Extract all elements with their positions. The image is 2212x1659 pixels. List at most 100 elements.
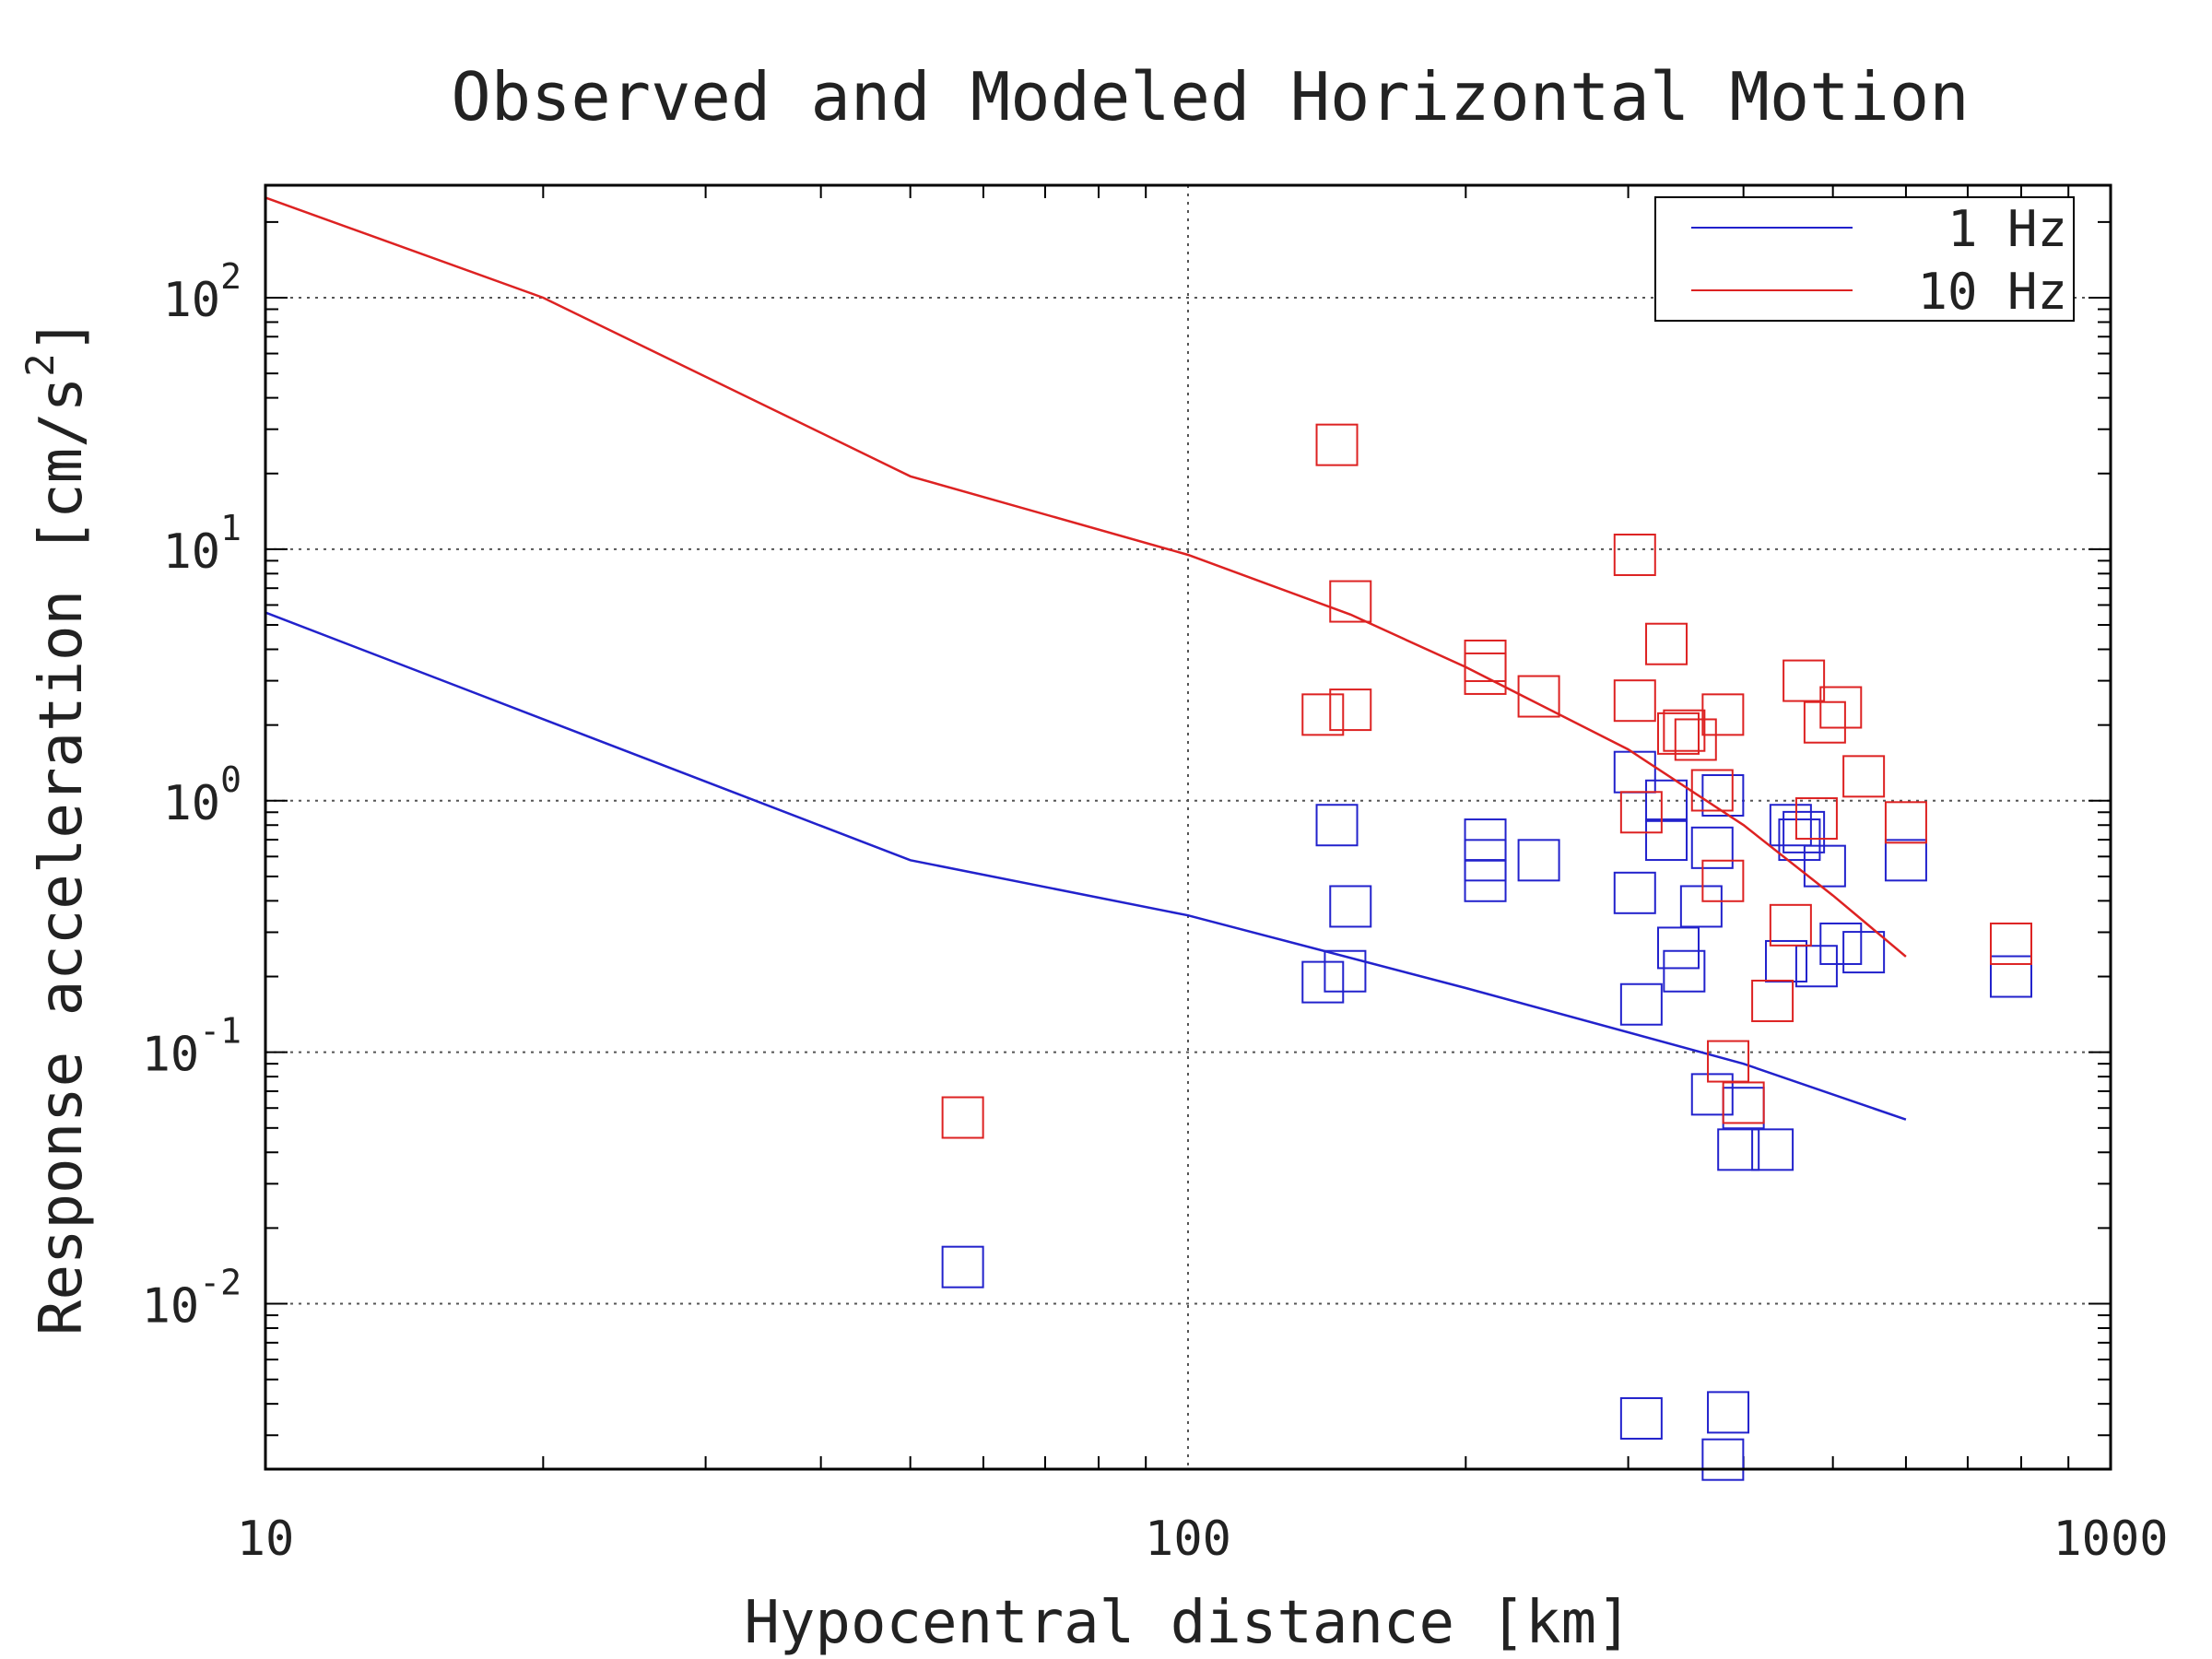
minor-ticks xyxy=(265,185,2111,1469)
y-tick-base: 10 xyxy=(162,273,220,328)
observed-point-1hz xyxy=(1717,1128,1760,1171)
observed-point-10hz xyxy=(1464,639,1507,682)
observed-point-1hz xyxy=(1464,818,1507,862)
observed-point-1hz xyxy=(1657,926,1700,970)
observed-point-1hz xyxy=(1701,774,1745,818)
observed-point-10hz xyxy=(1674,718,1717,761)
observed-point-1hz xyxy=(1707,1391,1750,1434)
observed-point-10hz xyxy=(1803,700,1846,744)
observed-point-10hz xyxy=(1722,1081,1765,1124)
observed-point-1hz xyxy=(1329,885,1372,928)
observed-point-10hz xyxy=(1794,797,1838,841)
y-axis-label: Response acceleration [cm/s2] xyxy=(18,318,96,1335)
y-tick-exponent: -1 xyxy=(199,1011,241,1052)
observed-point-1hz xyxy=(1794,945,1838,988)
y-tick-base: 10 xyxy=(142,1279,200,1335)
model-line-10hz xyxy=(265,196,1907,958)
observed-point-1hz xyxy=(1301,960,1345,1004)
observed-point-1hz xyxy=(1690,826,1734,869)
observed-point-1hz xyxy=(1517,839,1560,882)
y-tick-exponent: 1 xyxy=(220,508,241,548)
observed-point-10hz xyxy=(1707,1040,1750,1083)
observed-point-10hz xyxy=(1301,693,1345,736)
observed-point-1hz xyxy=(1803,844,1846,888)
observed-point-10hz xyxy=(1645,622,1688,665)
observed-point-10hz xyxy=(1819,686,1863,729)
legend: 1 Hz 10 Hz xyxy=(1654,196,2075,322)
x-tick-labels: 10 100 1000 xyxy=(237,1512,2169,1567)
observed-point-1hz xyxy=(1613,750,1656,794)
observed-point-10hz xyxy=(941,1096,984,1139)
model-line-1hz xyxy=(265,611,1907,1121)
observed-point-1hz xyxy=(1751,1128,1794,1171)
observed-point-1hz xyxy=(1701,1438,1745,1481)
observed-point-10hz xyxy=(1989,922,2032,965)
legend-box xyxy=(1654,196,2075,322)
y-tick-base: 10 xyxy=(162,524,220,580)
x-tick-label: 10 xyxy=(237,1512,295,1567)
observed-point-1hz xyxy=(1619,1396,1663,1440)
observed-point-1hz xyxy=(1778,818,1821,862)
chart-title: Observed and Modeled Horizontal Motion xyxy=(451,58,1969,135)
grid xyxy=(265,185,2112,1469)
observed-point-10hz xyxy=(1619,791,1663,834)
legend-label-1hz: 1 Hz xyxy=(1947,200,2067,258)
observed-point-1hz xyxy=(1619,982,1663,1026)
observed-point-1hz xyxy=(1989,955,2032,998)
y-tick-label: 10-2 xyxy=(142,1263,241,1335)
observed-point-1hz xyxy=(1679,885,1723,928)
y-tick-exponent: 0 xyxy=(220,759,241,800)
observed-point-10hz xyxy=(1613,533,1656,576)
observed-point-1hz xyxy=(1315,804,1359,847)
observed-point-10hz xyxy=(1884,801,1927,844)
y-tick-exponent: -2 xyxy=(199,1263,241,1303)
observed-point-1hz xyxy=(1324,949,1367,993)
plot-frame xyxy=(264,183,2112,1471)
observed-point-10hz xyxy=(1315,423,1359,466)
observed-point-10hz xyxy=(1701,859,1745,902)
y-axis-label-exponent: 2 xyxy=(18,353,63,376)
y-tick-label: 101 xyxy=(162,508,241,580)
y-tick-label: 100 xyxy=(162,759,241,831)
observed-point-1hz xyxy=(1819,922,1863,965)
observed-point-10hz xyxy=(1329,580,1372,623)
observed-point-1hz xyxy=(1884,839,1927,882)
observed-point-10hz xyxy=(1657,712,1700,755)
observed-point-10hz xyxy=(1690,769,1734,812)
observed-point-10hz xyxy=(1842,755,1886,798)
observed-point-1hz xyxy=(1765,939,1808,982)
y-tick-base: 10 xyxy=(142,1028,200,1083)
observed-point-10hz xyxy=(1751,979,1794,1022)
series-layer xyxy=(265,196,2032,1481)
legend-label-10hz: 10 Hz xyxy=(1917,263,2067,321)
x-tick-label: 1000 xyxy=(2053,1512,2168,1567)
observed-point-10hz xyxy=(1701,693,1745,736)
observed-point-1hz xyxy=(941,1245,984,1288)
observed-point-1hz xyxy=(1613,871,1656,914)
observed-point-10hz xyxy=(1769,903,1812,947)
y-tick-exponent: 2 xyxy=(220,256,241,297)
observed-point-1hz xyxy=(1769,804,1812,847)
y-axis-label-text: Response acceleration [cm/s xyxy=(28,377,96,1335)
observed-point-1hz xyxy=(1690,1073,1734,1116)
observed-point-10hz xyxy=(1464,652,1507,695)
observed-point-1hz xyxy=(1663,949,1706,993)
y-tick-label: 10-1 xyxy=(142,1011,241,1083)
x-axis-label: Hypocentral distance [km] xyxy=(744,1589,1631,1657)
y-tick-base: 10 xyxy=(162,776,220,831)
observed-point-1hz xyxy=(1645,779,1688,822)
observed-point-10hz xyxy=(1613,679,1656,723)
observed-point-10hz xyxy=(1663,709,1706,752)
observed-point-10hz xyxy=(1329,688,1372,732)
series-1hz xyxy=(265,611,2032,1481)
observed-point-1hz xyxy=(1645,818,1688,862)
y-tick-label: 102 xyxy=(162,256,241,328)
series-10hz xyxy=(265,196,2032,1139)
observed-point-10hz xyxy=(1517,675,1560,718)
x-tick-label: 100 xyxy=(1145,1512,1231,1567)
observed-point-1hz xyxy=(1842,931,1886,974)
observed-point-10hz xyxy=(1783,659,1826,702)
y-axis-label-close: ] xyxy=(28,318,96,354)
